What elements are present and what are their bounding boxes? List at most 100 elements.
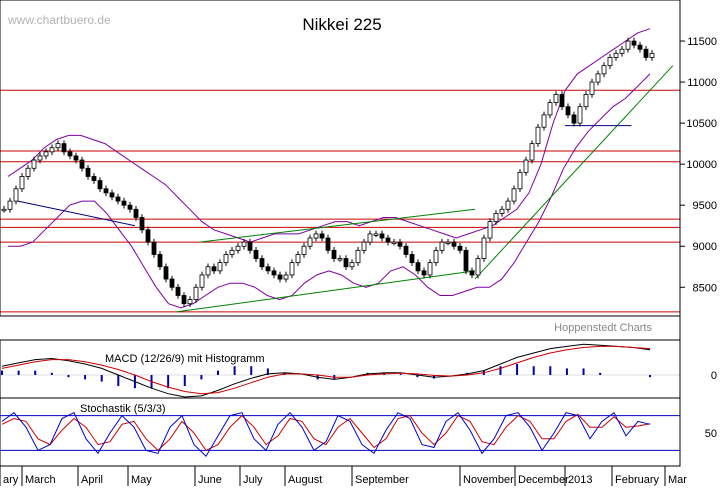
watermark: www.chartbuero.de	[7, 13, 111, 27]
candle-body	[55, 143, 61, 149]
candle-body	[235, 245, 241, 251]
candle-body	[115, 196, 121, 202]
candle-body	[127, 204, 133, 210]
month-label: December	[518, 474, 569, 486]
candle-body	[157, 254, 163, 268]
month-label: May	[131, 474, 152, 486]
candle-body	[571, 114, 577, 124]
candle-body	[289, 262, 295, 276]
candle-body	[559, 93, 565, 108]
month-label: April	[81, 474, 103, 486]
trend-line	[474, 65, 674, 280]
candle-body	[379, 233, 385, 239]
candle-body	[73, 155, 79, 161]
candle-body	[403, 245, 409, 255]
candle-body	[103, 188, 109, 194]
candle-body	[475, 258, 481, 276]
candle-body	[133, 208, 139, 218]
candle-body	[7, 200, 13, 210]
trend-line	[17, 200, 136, 227]
candle-body	[523, 159, 529, 173]
horizontal-level-layer	[0, 89, 680, 313]
candle-body	[139, 217, 145, 231]
candle-body	[499, 208, 505, 214]
candle-body	[19, 176, 25, 190]
candle-body	[625, 40, 631, 50]
candle-body	[67, 151, 73, 157]
month-label: July	[243, 474, 263, 486]
candle-body	[37, 155, 43, 161]
candle-body	[607, 57, 613, 67]
stochastic-layer	[0, 411, 680, 457]
trend-line	[176, 270, 475, 313]
macd-tick-label: 0	[711, 370, 717, 382]
candle-body	[49, 147, 55, 153]
upper-bollinger-band	[7, 28, 651, 243]
candle-body	[295, 254, 301, 264]
candle-body	[613, 52, 619, 58]
candle-body	[13, 188, 19, 202]
macd-label: MACD (12/26/9) mit Histogramm	[105, 353, 265, 365]
candle-body	[301, 245, 307, 255]
candle-body	[307, 237, 313, 247]
candle-body	[121, 200, 127, 206]
candle-body	[223, 254, 229, 264]
month-label: ary	[3, 474, 19, 486]
candle-body	[175, 286, 181, 296]
price-tick-label: 8500	[693, 282, 717, 294]
candle-body	[283, 274, 289, 280]
candle-body	[253, 249, 259, 259]
candle-body	[169, 278, 175, 288]
candle-body	[433, 249, 439, 264]
month-label: 2013	[568, 474, 592, 486]
candle-body	[391, 241, 397, 245]
candle-body	[145, 229, 151, 243]
stoch-d-line	[1, 413, 651, 452]
month-label: Mar	[668, 474, 687, 486]
candle-body	[493, 213, 499, 223]
candle-body	[343, 258, 349, 268]
candle-body	[331, 249, 337, 259]
candle-body	[427, 262, 433, 276]
stoch-tick-label: 50	[705, 428, 717, 440]
candle-body	[337, 258, 343, 261]
candle-body	[271, 270, 277, 276]
candle-body	[595, 73, 601, 83]
candle-body	[43, 151, 49, 157]
candle-body	[355, 249, 361, 264]
candle-body	[25, 167, 31, 177]
candle-body	[583, 93, 589, 108]
candle-body	[385, 237, 391, 243]
price-tick-label: 9500	[693, 200, 717, 212]
candle-body	[247, 241, 253, 251]
candle-body	[541, 114, 547, 128]
candle-body	[205, 266, 211, 276]
candle-body	[199, 274, 205, 288]
macd-line	[1, 343, 651, 398]
candle-body	[415, 262, 421, 272]
stoch-k-line	[1, 411, 651, 457]
candle-body	[451, 241, 457, 247]
candle-body	[463, 249, 469, 272]
candle-body	[643, 48, 649, 58]
candle-body	[349, 262, 355, 268]
candle-body	[241, 241, 247, 247]
candle-layer	[1, 37, 655, 307]
candle-body	[481, 237, 487, 259]
macd-layer	[0, 343, 680, 398]
candle-body	[565, 106, 571, 116]
candle-body	[91, 176, 97, 181]
candle-body	[211, 266, 217, 272]
candle-body	[325, 237, 331, 251]
candle-body	[487, 221, 493, 239]
candle-body	[439, 241, 445, 251]
trend-line-layer	[17, 65, 674, 313]
candle-body	[151, 241, 157, 255]
stoch-label: Stochastik (5/3/3)	[80, 403, 166, 415]
candle-body	[367, 233, 373, 243]
month-label: November	[463, 474, 514, 486]
trend-line	[199, 208, 475, 243]
